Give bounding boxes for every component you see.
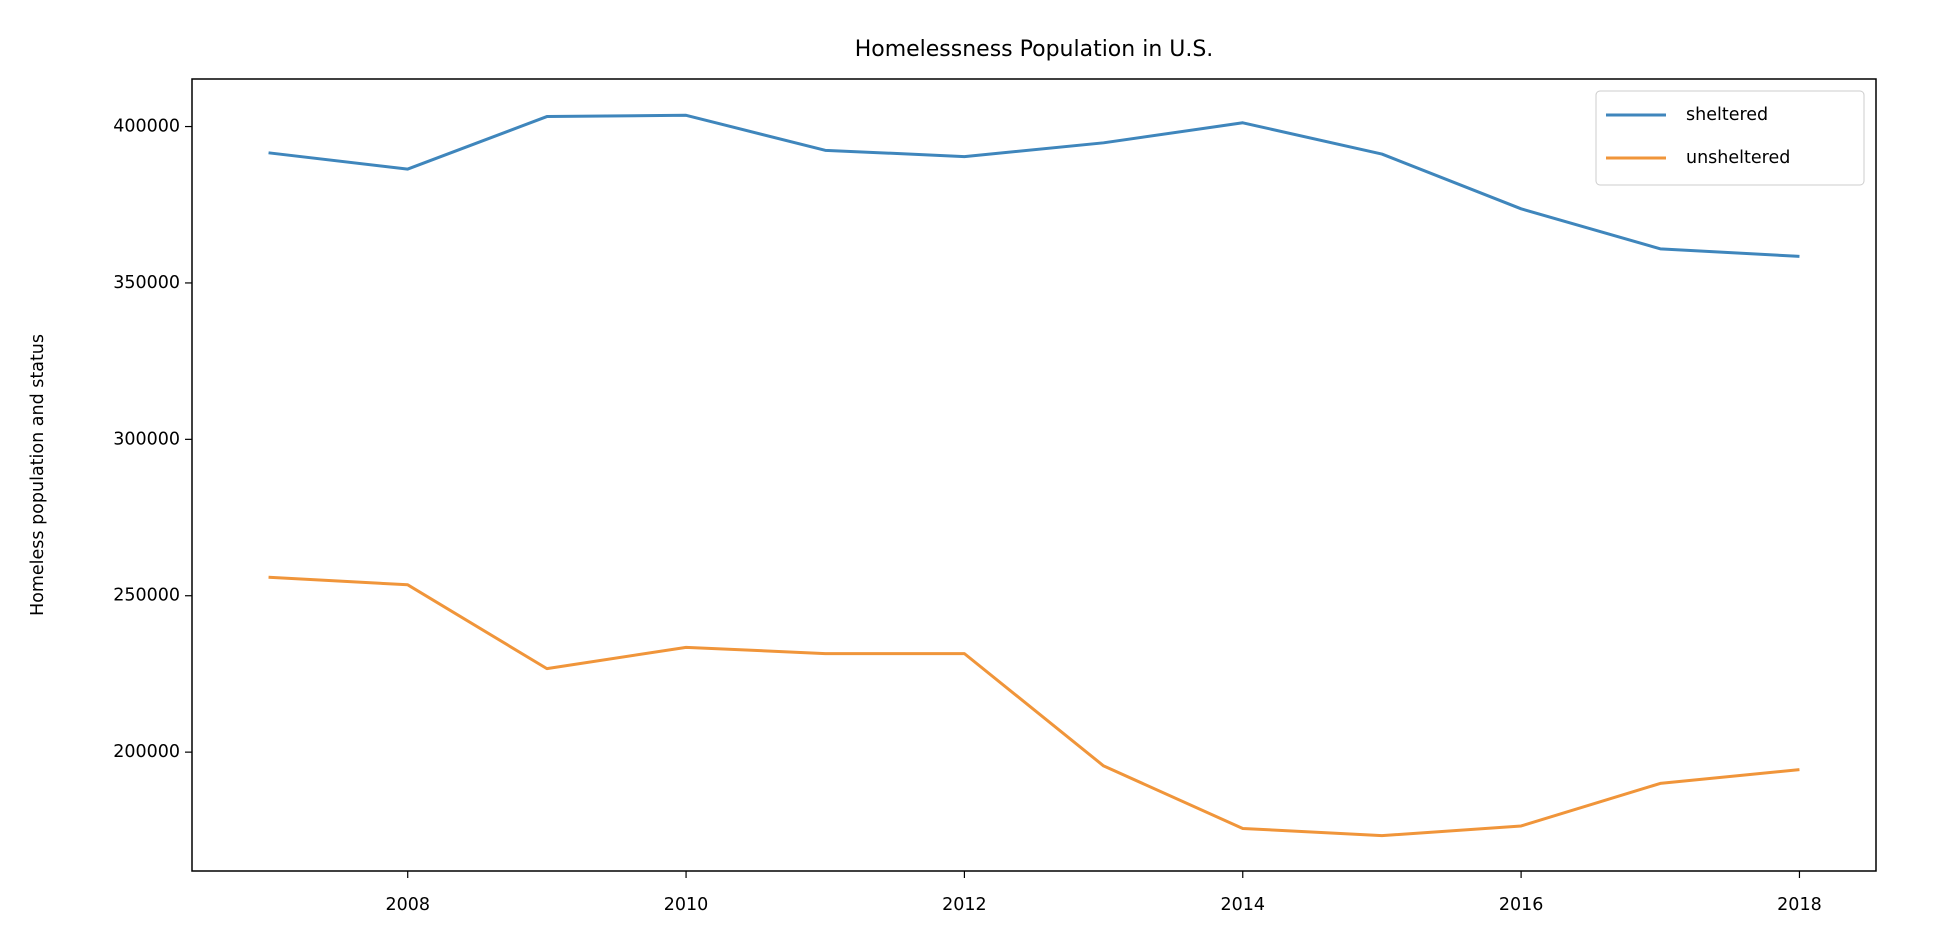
y-tick-label: 200000 [113, 742, 180, 762]
legend-label: sheltered [1686, 105, 1768, 125]
x-tick-label: 2016 [1499, 895, 1544, 915]
legend-label: unsheltered [1686, 148, 1790, 168]
y-tick-label: 300000 [113, 429, 180, 449]
y-axis-label: Homeless population and status [28, 334, 48, 616]
x-tick-label: 2014 [1220, 895, 1265, 915]
plot-frame [191, 78, 1877, 872]
y-tick-label: 250000 [113, 586, 180, 606]
chart-title: Homelessness Population in U.S. [855, 37, 1214, 62]
line-series [268, 575, 1800, 838]
x-tick-label: 2012 [942, 895, 987, 915]
x-tick-label: 2018 [1777, 895, 1822, 915]
legend: sheltered unsheltered [1595, 90, 1865, 186]
y-tick-label: 400000 [113, 117, 180, 137]
line-series [268, 113, 1800, 258]
x-tick-label: 2008 [385, 895, 430, 915]
y-tick-label: 350000 [113, 273, 180, 293]
x-tick-label: 2010 [664, 895, 709, 915]
